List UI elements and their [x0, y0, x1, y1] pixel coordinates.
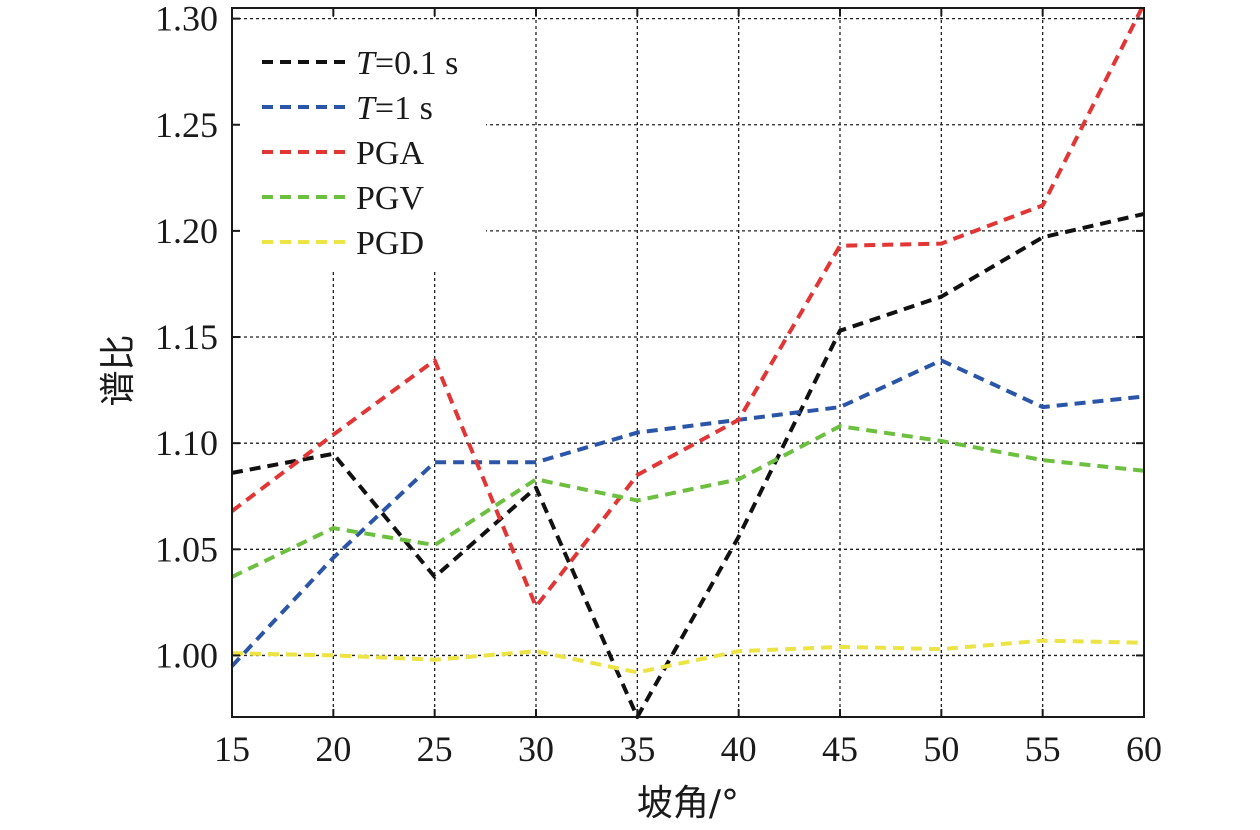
x-tick-label: 45 [822, 729, 858, 769]
series-line [231, 638, 1145, 675]
x-tick-label: 15 [214, 729, 250, 769]
y-tick-label: 1.20 [155, 211, 218, 251]
x-tick-label: 40 [721, 729, 757, 769]
series-line [230, 2, 1146, 609]
y-tick-label: 1.25 [155, 105, 218, 145]
y-tick-label: 1.00 [155, 635, 218, 675]
x-tick-label: 20 [315, 729, 351, 769]
legend-label: PGV [356, 180, 424, 217]
y-tick-label: 1.15 [155, 317, 218, 357]
x-tick-label: 55 [1025, 729, 1061, 769]
x-tick-label: 35 [619, 729, 655, 769]
y-axis-title: 谱比 [98, 334, 139, 406]
x-tick-label: 50 [923, 729, 959, 769]
x-tick-label: 25 [417, 729, 453, 769]
legend-label: PGA [356, 135, 424, 172]
series-line [231, 424, 1145, 579]
series-lines [230, 2, 1146, 719]
legend-label: PGD [356, 225, 424, 262]
legend: T=0.1 s T=1 s PGA PGV PGD [262, 45, 458, 262]
legend-background [234, 20, 486, 270]
y-tick-label: 1.30 [155, 0, 218, 39]
x-tick-label: 60 [1126, 729, 1162, 769]
legend-label: T=1 s [356, 90, 433, 127]
x-tick-label: 30 [518, 729, 554, 769]
series-line [230, 358, 1145, 668]
y-tick-label: 1.05 [155, 529, 218, 569]
plot-frame [231, 7, 1145, 718]
legend-label: T=0.1 s [356, 45, 458, 82]
x-axis-title: 坡角/° [637, 783, 739, 824]
axis-ticks: 15 20 25 30 35 40 45 50 55 60 1.00 1.05 1.10 1.15 1.20… [155, 0, 1162, 769]
series-line [231, 211, 1145, 719]
y-tick-label: 1.10 [155, 423, 218, 463]
